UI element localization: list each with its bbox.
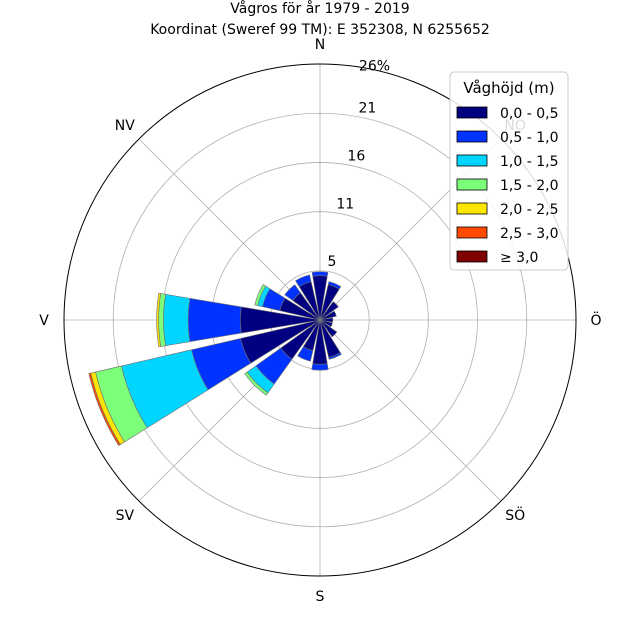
bar-segment-no-bin-0: [319, 301, 339, 321]
bar-segment-n-bin-1: [311, 271, 329, 277]
legend-entry-label-0: 0,0 - 0,5: [500, 106, 558, 122]
chart-title-line1: Vågros för år 1979 - 2019: [230, 0, 409, 17]
compass-label-s: S: [316, 589, 325, 605]
bar-segment-v-bin-2: [163, 293, 191, 347]
legend-entry-label-4: 2,0 - 2,5: [500, 202, 558, 218]
compass-label-v: V: [39, 313, 49, 329]
bar-segment-so-bin-0: [319, 319, 338, 338]
bar-segment-nno-bin-1: [327, 281, 342, 290]
bar-segment-ono-bin-0: [319, 310, 337, 321]
legend-entry-label-2: 1,0 - 1,5: [500, 154, 558, 170]
legend-swatch-3: [456, 178, 488, 191]
compass-label-n: N: [315, 37, 325, 53]
bar-segment-nv-bin-1: [284, 284, 301, 301]
compass-label-sv: SV: [116, 508, 135, 524]
bar-segment-vnv-bin-3: [254, 284, 267, 306]
bar-segment-sso-bin-1: [328, 352, 342, 360]
bar-segment-oso-bin-0: [319, 319, 333, 328]
radial-tick-label: 16: [347, 149, 365, 165]
legend-entry-label-1: 0,5 - 1,0: [500, 130, 558, 146]
bar-segment-vsv-bin-5: [88, 372, 121, 446]
legend-swatch-6: [456, 250, 488, 263]
legend-swatch-1: [456, 130, 488, 143]
chart-title-line2: Koordinat (Sweref 99 TM): E 352308, N 62…: [150, 22, 490, 38]
bar-segment-ö-bin-0: [319, 317, 334, 323]
legend-entry-label-6: ≥ 3,0: [500, 250, 538, 266]
compass-label-ö: Ö: [590, 311, 601, 329]
compass-label-nv: NV: [115, 118, 135, 134]
legend-swatch-2: [456, 154, 488, 167]
bar-segment-v-bin-1: [187, 297, 242, 343]
legend-entry-label-3: 1,5 - 2,0: [500, 178, 558, 194]
radial-max-label: 26%: [359, 59, 390, 75]
legend-swatch-4: [456, 202, 488, 215]
grid-spoke: [319, 319, 502, 502]
radial-tick-label: 11: [336, 197, 354, 213]
legend-box: [449, 71, 569, 271]
legend-entry-label-5: 2,5 - 3,0: [500, 226, 558, 242]
outer-circle: [63, 63, 577, 577]
compass-label-sö: SÖ: [505, 506, 525, 524]
wave-bars: [88, 271, 342, 446]
legend-swatch-5: [456, 226, 488, 239]
bar-segment-sv-bin-3: [244, 371, 269, 396]
bar-segment-nnv-bin-1: [295, 274, 312, 287]
bar-segment-v-bin-4: [156, 292, 162, 348]
legend-title: Våghöjd (m): [463, 79, 554, 97]
legend-swatch-0: [456, 106, 488, 119]
bar-segment-s-bin-1: [311, 363, 329, 371]
bar-segment-ssv-bin-1: [297, 346, 314, 362]
radial-tick-label: 5: [328, 254, 337, 270]
legend: Våghöjd (m) 0,0 - 0,5 0,5 - 1,0 1,0 - 1,5 1,…: [449, 71, 569, 271]
radial-tick-label: 21: [358, 101, 376, 117]
